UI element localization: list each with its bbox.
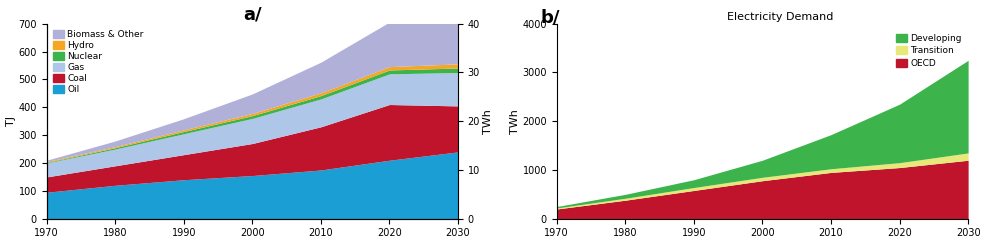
- Title: a/: a/: [243, 6, 261, 24]
- Text: b/: b/: [540, 8, 560, 26]
- Legend: Developing, Transition, OECD: Developing, Transition, OECD: [894, 32, 963, 70]
- Title:           Electricity Demand: Electricity Demand: [692, 11, 833, 21]
- Y-axis label: TWh: TWh: [483, 109, 493, 134]
- Y-axis label: TJ: TJ: [6, 116, 16, 126]
- Legend: Biomass & Other, Hydro, Nuclear, Gas, Coal, Oil: Biomass & Other, Hydro, Nuclear, Gas, Co…: [51, 28, 146, 96]
- Y-axis label: TWh: TWh: [510, 109, 520, 134]
